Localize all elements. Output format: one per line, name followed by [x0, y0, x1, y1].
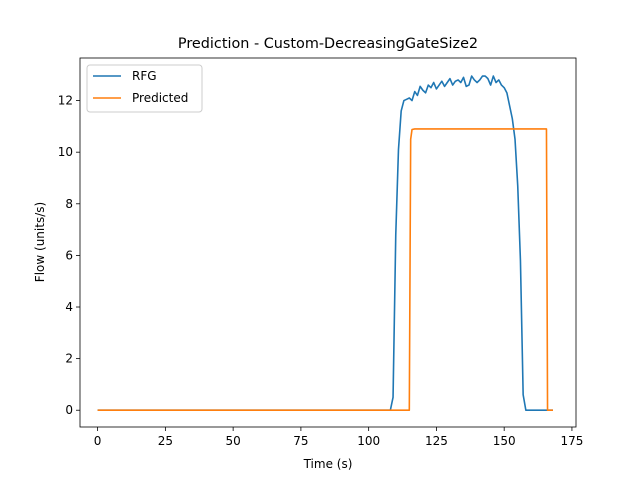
y-axis-label: Flow (units/s): [33, 202, 47, 282]
x-axis: 0 25 50 75 100 125 150 175: [94, 427, 583, 448]
y-tick-label: 8: [65, 197, 73, 211]
y-tick-label: 0: [65, 403, 73, 417]
x-axis-label: Time (s): [303, 457, 353, 471]
x-tick-label: 100: [357, 434, 380, 448]
legend: RFG Predicted: [86, 64, 203, 113]
legend-label-rfg: RFG: [132, 69, 157, 83]
plot-area: [79, 57, 577, 428]
x-tick-label: 125: [425, 434, 448, 448]
x-tick-label: 50: [225, 434, 240, 448]
x-tick-label: 175: [560, 434, 583, 448]
x-tick-label: 75: [293, 434, 308, 448]
legend-label-predicted: Predicted: [132, 91, 188, 105]
series-line-predicted: [97, 128, 553, 412]
y-tick-label: 6: [65, 248, 73, 262]
x-tick-label: 25: [158, 434, 173, 448]
series-layer: [97, 75, 553, 412]
x-tick-label: 0: [94, 434, 102, 448]
y-tick-label: 4: [65, 300, 73, 314]
y-tick-label: 12: [58, 94, 73, 108]
chart-title: Prediction - Custom-DecreasingGateSize2: [178, 36, 478, 52]
y-tick-label: 10: [58, 145, 73, 159]
y-axis: 0 2 4 6 8 10 12: [58, 94, 80, 417]
y-tick-label: 2: [65, 352, 73, 366]
series-line-rfg: [97, 75, 553, 412]
x-tick-label: 150: [493, 434, 516, 448]
axes-frame: [79, 57, 577, 428]
